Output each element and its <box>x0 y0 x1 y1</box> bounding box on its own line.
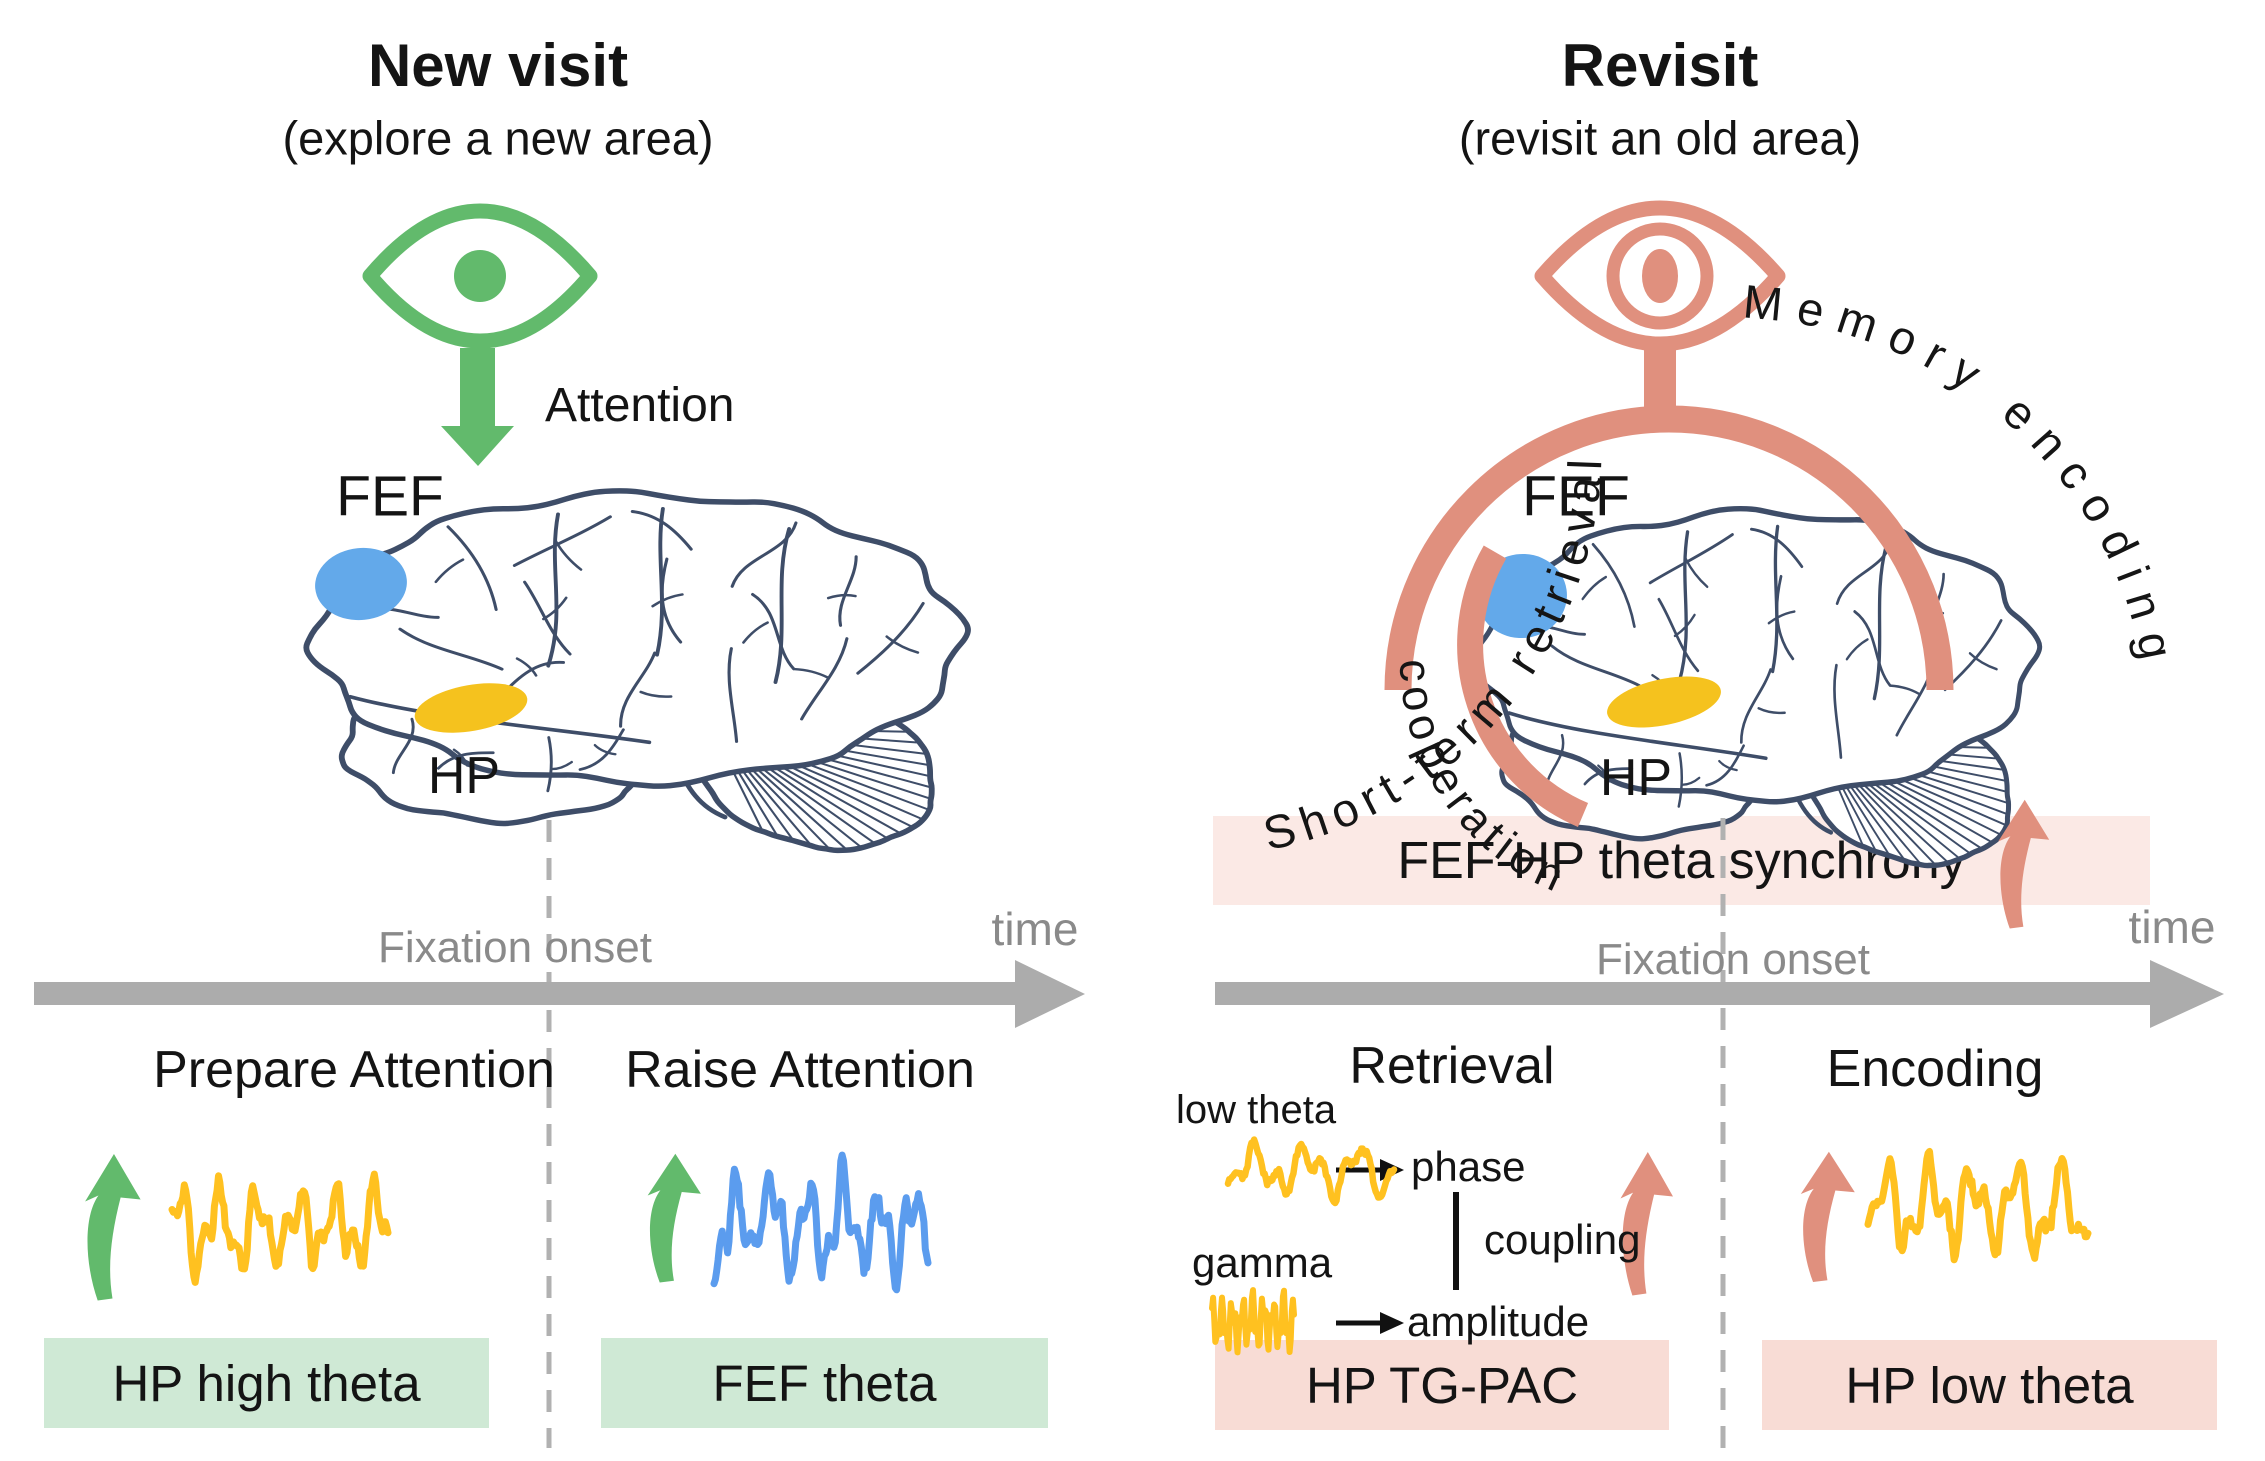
gamma-trace <box>1209 1287 1297 1356</box>
right-panel-title: Revisit <box>1561 32 1759 99</box>
coupling-label: coupling <box>1484 1216 1641 1263</box>
right-panel-subtitle: (revisit an old area) <box>1458 111 1862 165</box>
gamma-label: gamma <box>1192 1239 1333 1286</box>
hp-low-theta-trace <box>1864 1147 2092 1264</box>
amplitude-label: amplitude <box>1407 1298 1590 1345</box>
signal-waveforms <box>168 1136 2092 1356</box>
hp-label-left: HP <box>427 747 501 805</box>
time-label-left: time <box>991 903 1079 955</box>
fef-region-marker-left <box>315 547 407 621</box>
hp-tgpac-box: HP TG-PAC <box>1215 1340 1669 1430</box>
hp-high-theta-label: HP high theta <box>112 1354 421 1412</box>
low-theta-label: low theta <box>1176 1088 1337 1132</box>
arrow-right-icon <box>34 960 1085 1028</box>
phase-label: phase <box>1411 1143 1526 1190</box>
fef-theta-box: FEF theta <box>601 1338 1048 1428</box>
left-panel-title: New visit <box>367 32 629 99</box>
time-label-right: time <box>2128 901 2216 953</box>
hp-high-theta-box: HP high theta <box>44 1338 489 1428</box>
eye-icon <box>362 203 598 349</box>
hp-theta-trace <box>168 1170 392 1286</box>
fef-region-marker-right <box>1477 553 1567 639</box>
curved-arrow-up-icon <box>647 1153 701 1283</box>
curved-arrow-up-icon <box>85 1153 141 1301</box>
fef-theta-trace <box>710 1151 932 1294</box>
memory-retrieval-arc <box>1384 405 1954 691</box>
fixation-onset-label-right: Fixation onset <box>1596 935 1870 984</box>
attention-label: Attention <box>545 379 735 432</box>
hp-tgpac-label: HP TG-PAC <box>1305 1356 1579 1414</box>
hp-low-theta-label: HP low theta <box>1845 1356 2134 1414</box>
hp-label-right: HP <box>1599 749 1673 807</box>
prepare-attention-label: Prepare Attention <box>153 1041 555 1099</box>
fef-label-right: FEF <box>1522 464 1630 529</box>
left-panel-subtitle: (explore a new area) <box>282 111 714 165</box>
fixation-onset-label-left: Fixation onset <box>378 923 652 972</box>
fef-theta-label: FEF theta <box>712 1354 937 1412</box>
raise-attention-label: Raise Attention <box>625 1041 975 1099</box>
fef-label-left: FEF <box>336 464 444 529</box>
cooperation-arc <box>1457 545 1589 827</box>
encoding-label: Encoding <box>1826 1040 2044 1098</box>
curved-arrow-up-icon <box>1800 1151 1855 1282</box>
amplitude-arrow <box>1336 1312 1404 1334</box>
arrow-right-icon <box>1215 960 2224 1028</box>
retrieval-label: Retrieval <box>1349 1037 1555 1095</box>
low-theta-trace <box>1224 1136 1398 1207</box>
brain-illustration-right <box>1468 506 2043 869</box>
arrow-down-icon <box>441 348 514 466</box>
hp-low-theta-box: HP low theta <box>1762 1340 2217 1430</box>
hp-region-marker-left <box>414 683 528 733</box>
hp-region-marker-right <box>1607 676 1721 728</box>
brain-illustration-left <box>303 488 971 854</box>
